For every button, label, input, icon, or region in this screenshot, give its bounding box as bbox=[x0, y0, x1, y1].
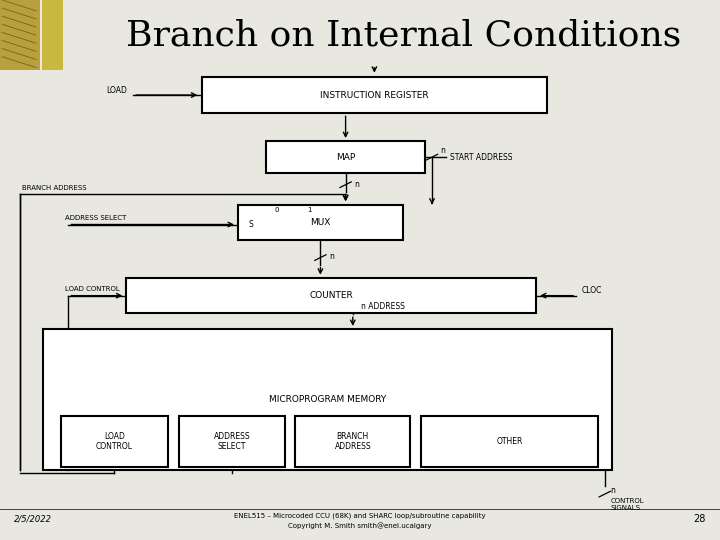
Bar bbox=[61, 416, 168, 467]
Text: CONTROL
SIGNALS: CONTROL SIGNALS bbox=[611, 498, 644, 511]
Text: MAP: MAP bbox=[336, 153, 355, 161]
Text: LOAD: LOAD bbox=[107, 86, 127, 95]
Bar bbox=[238, 205, 403, 240]
Bar bbox=[43, 329, 612, 470]
Text: 2/5/2022: 2/5/2022 bbox=[14, 515, 53, 524]
Text: Branch on Internal Conditions: Branch on Internal Conditions bbox=[125, 18, 681, 52]
Text: n: n bbox=[611, 486, 616, 495]
Text: n: n bbox=[441, 146, 446, 155]
Text: OTHER: OTHER bbox=[496, 437, 523, 446]
Text: Copyright M. Smith smith@enel.ucalgary: Copyright M. Smith smith@enel.ucalgary bbox=[288, 523, 432, 529]
Text: ADDRESS
SELECT: ADDRESS SELECT bbox=[214, 432, 250, 451]
Text: n ADDRESS: n ADDRESS bbox=[361, 302, 405, 311]
Text: n: n bbox=[329, 252, 334, 261]
Bar bbox=[421, 416, 598, 467]
Bar bbox=[202, 77, 547, 113]
Text: ENEL515 – Microcoded CCU (68K) and SHARC loop/subroutine capability: ENEL515 – Microcoded CCU (68K) and SHARC… bbox=[234, 513, 486, 519]
Bar bbox=[179, 416, 285, 467]
Text: BRANCH ADDRESS: BRANCH ADDRESS bbox=[22, 185, 86, 191]
Bar bbox=[126, 278, 536, 313]
Text: ADDRESS SELECT: ADDRESS SELECT bbox=[65, 215, 126, 221]
Text: CLOC: CLOC bbox=[582, 286, 602, 295]
Text: BRANCH
ADDRESS: BRANCH ADDRESS bbox=[335, 432, 371, 451]
Bar bbox=[42, 0, 63, 70]
Bar bbox=[295, 416, 410, 467]
Text: S: S bbox=[248, 220, 253, 229]
Text: 1: 1 bbox=[307, 206, 312, 213]
Text: 0: 0 bbox=[275, 206, 279, 213]
Bar bbox=[266, 141, 425, 173]
Text: START ADDRESS: START ADDRESS bbox=[450, 153, 513, 161]
Text: LOAD
CONTROL: LOAD CONTROL bbox=[96, 432, 133, 451]
Text: MICROPROGRAM MEMORY: MICROPROGRAM MEMORY bbox=[269, 395, 386, 404]
Bar bbox=[0, 0, 40, 70]
Text: INSTRUCTION REGISTER: INSTRUCTION REGISTER bbox=[320, 91, 428, 99]
Text: 28: 28 bbox=[693, 515, 706, 524]
Text: n: n bbox=[354, 180, 359, 189]
Text: LOAD CONTROL: LOAD CONTROL bbox=[65, 286, 120, 292]
Text: MUX: MUX bbox=[310, 218, 330, 227]
Text: COUNTER: COUNTER bbox=[310, 291, 353, 300]
